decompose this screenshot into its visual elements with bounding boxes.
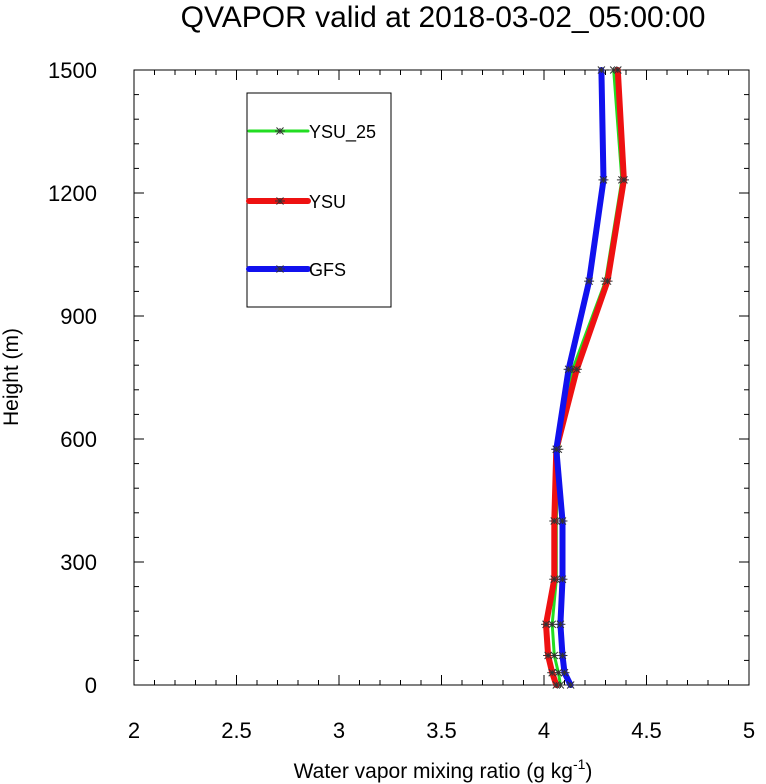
data-point-gfs	[584, 277, 595, 286]
x-tick-label: 5	[743, 718, 755, 743]
data-point-ysu-25	[549, 651, 560, 660]
x-axis-label: Water vapor mixing ratio (g kg-1)	[294, 756, 593, 783]
data-point-gfs	[563, 365, 574, 374]
chart-title: QVAPOR valid at 2018-03-02_05:00:00	[181, 1, 706, 34]
legend-marker-ysu-25	[275, 127, 285, 135]
y-tick-label: 0	[85, 673, 97, 698]
legend-label-ysu: YSU	[309, 192, 346, 212]
x-tick-label: 4	[538, 718, 550, 743]
y-tick-label: 300	[60, 550, 97, 575]
legend-label-gfs: GFS	[309, 260, 346, 280]
legend-marker-gfs	[275, 265, 285, 273]
x-tick-label: 4.5	[631, 718, 662, 743]
y-axis-label: Height (m)	[0, 328, 23, 426]
data-point-gfs	[555, 620, 566, 629]
data-point-gfs	[551, 445, 562, 454]
data-point-gfs	[557, 651, 568, 660]
data-point-ysu	[551, 681, 562, 689]
data-point-ysu	[618, 175, 629, 184]
y-tick-label: 600	[60, 427, 97, 452]
x-tick-label: 2.5	[221, 718, 252, 743]
y-tick-label: 900	[60, 304, 97, 329]
data-point-gfs	[557, 517, 568, 525]
plot-border	[133, 69, 750, 686]
y-tick-label: 1200	[48, 181, 97, 206]
x-axis-label-close: )	[585, 760, 592, 783]
data-point-gfs	[598, 175, 609, 184]
series-line-ysu	[543, 67, 627, 688]
legend-marker-ysu	[275, 197, 285, 205]
x-axis-label-superscript: -1	[573, 756, 586, 772]
data-point-ysu	[602, 277, 613, 286]
x-tick-label: 3.5	[426, 718, 457, 743]
legend-label-ysu-25: YSU_25	[309, 122, 376, 143]
x-tick-label: 3	[333, 718, 345, 743]
data-point-ysu	[612, 66, 623, 74]
data-point-ysu	[547, 668, 558, 677]
series-layer	[541, 66, 629, 689]
x-axis: 2 2.5 3 3.5 4 4.5 5	[128, 70, 755, 743]
data-point-gfs	[565, 681, 576, 689]
y-tick-label: 1500	[48, 58, 97, 83]
legend: YSU_25 YSU GFS	[246, 92, 392, 308]
x-axis-label-main: Water vapor mixing ratio (g kg	[294, 760, 573, 783]
series-line-gfs	[553, 67, 607, 688]
data-point-gfs	[596, 66, 607, 74]
data-point-gfs	[557, 575, 568, 584]
y-axis: 0 300 600 900 1200 1500	[48, 58, 749, 698]
data-point-ysu	[543, 651, 554, 660]
plot-frame	[133, 69, 750, 686]
x-tick-label: 2	[128, 718, 140, 743]
data-point-gfs	[559, 668, 570, 677]
data-point-ysu	[541, 620, 552, 629]
